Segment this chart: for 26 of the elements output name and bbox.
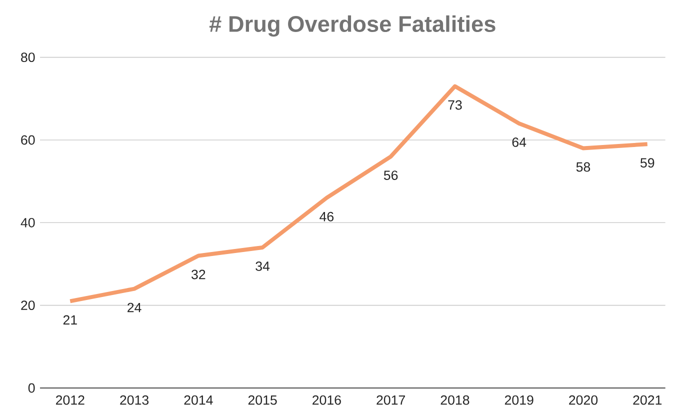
data-label: 32 — [192, 270, 206, 280]
y-tick-label: 0 — [28, 383, 35, 393]
x-tick-label: 2018 — [440, 395, 470, 405]
x-tick-label: 2021 — [633, 395, 662, 405]
x-tick-label: 2012 — [56, 395, 84, 405]
x-tick-label: 2014 — [184, 395, 213, 405]
x-tick-label: 2013 — [120, 395, 149, 405]
y-tick-label: 80 — [21, 52, 35, 62]
y-tick-label: 20 — [21, 300, 35, 310]
data-label: 64 — [512, 138, 526, 147]
data-label: 34 — [256, 262, 270, 271]
data-label: 73 — [448, 100, 462, 110]
chart-title: # Drug Overdose Fatalities — [209, 15, 496, 37]
data-label: 46 — [320, 212, 334, 222]
x-tick-label: 2017 — [376, 395, 405, 405]
data-label: 21 — [63, 315, 77, 325]
x-tick-label: 2020 — [569, 395, 598, 405]
x-tick-label: 2015 — [248, 395, 277, 405]
data-label: 24 — [128, 302, 142, 312]
x-tick-label: 2019 — [504, 395, 534, 405]
x-tick-label: 2016 — [312, 395, 341, 405]
data-label: 56 — [384, 170, 398, 180]
y-tick-label: 40 — [20, 218, 35, 228]
data-label: 58 — [576, 162, 590, 172]
data-label: 59 — [640, 158, 654, 168]
y-tick-label: 60 — [21, 135, 35, 145]
